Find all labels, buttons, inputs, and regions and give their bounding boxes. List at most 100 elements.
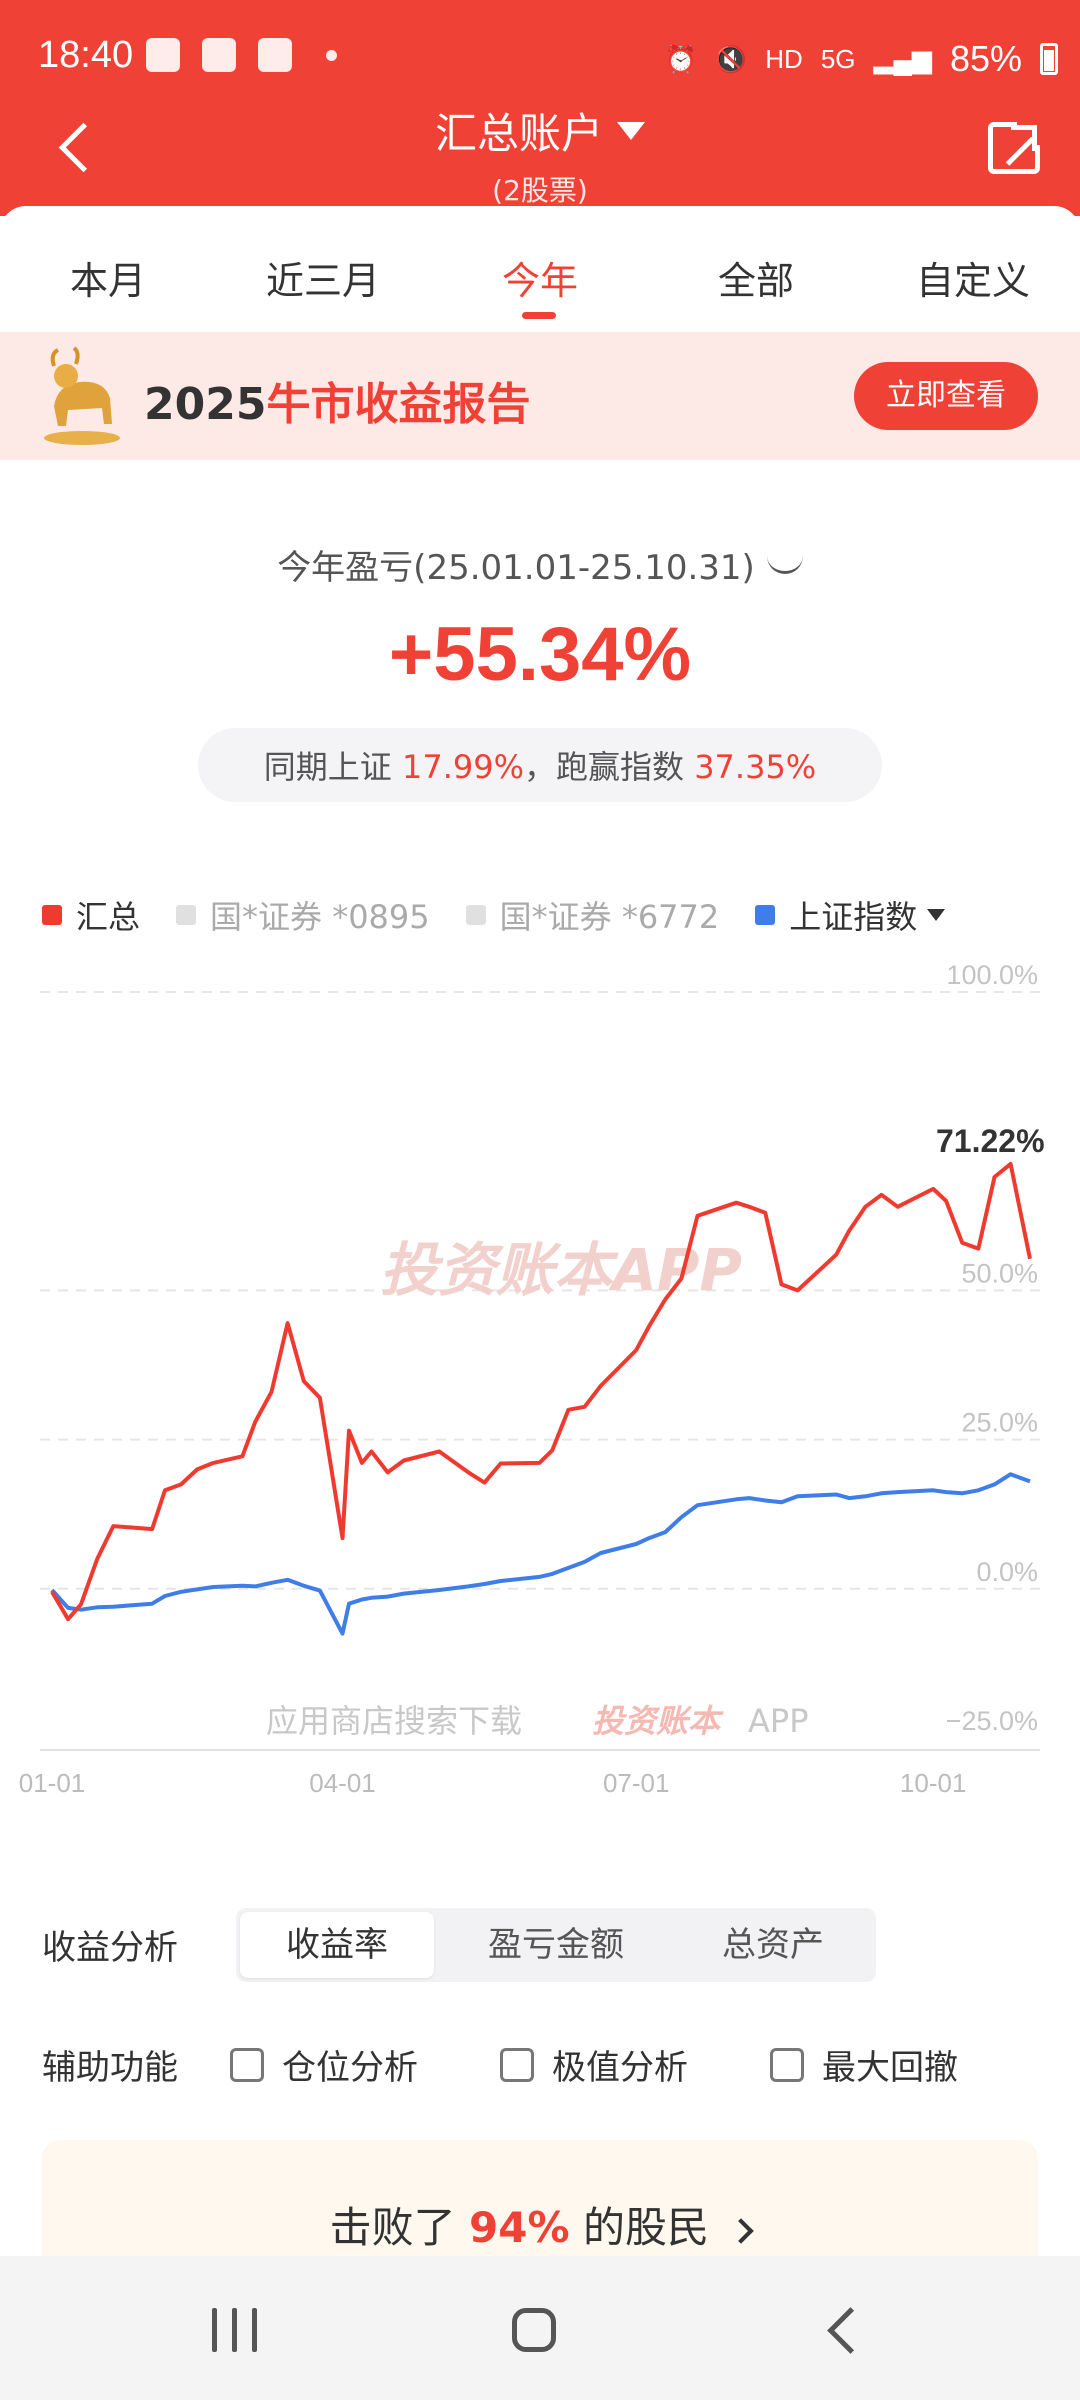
legend-item-total[interactable]: 汇总 bbox=[42, 892, 140, 938]
x-tick-label: 10-01 bbox=[900, 1768, 967, 1798]
page-title: 汇总账户 bbox=[434, 109, 603, 158]
analysis-segmented-control: 收益率 盈亏金额 总资产 bbox=[236, 1908, 876, 1982]
legend-label: 上证指数 bbox=[789, 898, 918, 936]
checkbox-label: 极值分析 bbox=[552, 2048, 688, 2088]
beat-suffix: 的股民 bbox=[582, 2203, 709, 2252]
excess-return: 37.35% bbox=[694, 748, 817, 786]
return-percentage: +55.34% bbox=[388, 612, 692, 697]
alarm-icon: ⏰ bbox=[664, 43, 697, 74]
hide-eye-icon[interactable] bbox=[766, 556, 803, 574]
battery-text: 85% bbox=[949, 38, 1022, 79]
tab-all[interactable]: 全部 bbox=[718, 259, 795, 303]
legend-swatch bbox=[176, 905, 197, 925]
legend-item-account-0895[interactable]: 国*证券 *0895 bbox=[176, 892, 430, 938]
checkbox-extreme-analysis[interactable]: 极值分析 bbox=[500, 2040, 688, 2089]
benchmark-compare: 同期上证 17.99%，跑赢指数 37.35% bbox=[197, 728, 883, 802]
tab-this-year[interactable]: 今年 bbox=[502, 259, 579, 303]
app-notification-icon bbox=[146, 38, 180, 72]
dropdown-triangle-icon bbox=[617, 121, 645, 140]
banner-title: 2025牛市收益报告 bbox=[144, 368, 530, 432]
app-header: 18:40 ⏰ 🔇 HD 5G ▂▄▆ 85% 汇总账户 (2股票) bbox=[0, 0, 1080, 216]
hd-label: HD bbox=[765, 43, 803, 74]
download-watermark-brand: 投资账本 bbox=[592, 1702, 724, 1740]
header-title-group[interactable]: 汇总账户 (2股票) bbox=[0, 100, 1080, 209]
banner-year: 2025 bbox=[144, 379, 267, 430]
beat-percent: 94% bbox=[469, 2203, 570, 2252]
download-watermark-prefix: 应用商店搜索下载 bbox=[266, 1702, 522, 1740]
index-dropdown-icon[interactable] bbox=[927, 909, 946, 921]
recents-bar bbox=[232, 2308, 237, 2352]
back-nav-icon[interactable] bbox=[812, 2306, 872, 2354]
return-chart[interactable]: 投资账本APP 100.0% 50.0% 25.0% 0.0% −25.0% 01-01 0… bbox=[0, 960, 1080, 1820]
legend-label: 汇总 bbox=[76, 898, 141, 936]
status-bar: 18:40 ⏰ 🔇 HD 5G ▂▄▆ 85% bbox=[0, 0, 1080, 122]
legend-item-sse-index[interactable]: 上证指数 bbox=[755, 892, 946, 938]
y-tick-label: 25.0% bbox=[961, 1408, 1038, 1438]
return-chart-svg: 投资账本APP 100.0%50.0%25.0%0.0%−25.0%01-01 0… bbox=[19, 960, 1045, 1798]
compare-mid: ，跑赢指数 bbox=[524, 748, 685, 786]
checkbox-icon bbox=[230, 2047, 264, 2082]
network-label: 5G bbox=[820, 43, 856, 74]
mute-icon: 🔇 bbox=[714, 43, 748, 74]
legend-label: 国*证券 *6772 bbox=[499, 898, 720, 936]
recents-bar bbox=[212, 2308, 217, 2352]
home-icon[interactable] bbox=[512, 2308, 556, 2352]
bull-report-banner[interactable]: 2025牛市收益报告 立即查看 bbox=[0, 332, 1080, 460]
recents-icon[interactable] bbox=[206, 2306, 266, 2354]
checkbox-position-analysis[interactable]: 仓位分析 bbox=[230, 2040, 418, 2089]
period-label-row: 今年盈亏(25.01.01-25.10.31) bbox=[277, 540, 803, 589]
signal-icon: ▂▄▆ bbox=[873, 43, 932, 74]
y-tick-label: 0.0% bbox=[976, 1557, 1038, 1587]
beat-text: 击败了 94% 的股民 bbox=[42, 2194, 1038, 2255]
page-subtitle: (2股票) bbox=[492, 174, 588, 207]
checkbox-icon bbox=[500, 2047, 534, 2082]
period-label: 今年盈亏(25.01.01-25.10.31) bbox=[277, 548, 755, 588]
assist-label: 辅助功能 bbox=[42, 2048, 178, 2088]
checkbox-label: 最大回撤 bbox=[822, 2048, 958, 2088]
peak-label: 71.22% bbox=[936, 1123, 1045, 1159]
legend-item-account-6772[interactable]: 国*证券 *6772 bbox=[465, 892, 720, 938]
account-selector[interactable]: 汇总账户 bbox=[435, 100, 645, 161]
sse-return: 17.99% bbox=[401, 748, 524, 786]
gallery-icon bbox=[258, 38, 292, 72]
checkbox-label: 仓位分析 bbox=[282, 2048, 418, 2088]
legend-swatch bbox=[42, 905, 62, 925]
chart-legend: 汇总 国*证券 *0895 国*证券 *6772 上证指数 bbox=[42, 892, 981, 938]
y-tick-label: 100.0% bbox=[946, 960, 1038, 990]
recents-bar bbox=[252, 2308, 257, 2352]
battery-icon bbox=[1040, 43, 1058, 75]
beat-prefix: 击败了 bbox=[329, 2203, 456, 2252]
view-report-button[interactable]: 立即查看 bbox=[854, 362, 1038, 430]
x-tick-label: 04-01 bbox=[309, 1768, 376, 1798]
tab-this-month[interactable]: 本月 bbox=[70, 259, 147, 303]
analysis-label: 收益分析 bbox=[42, 1928, 178, 1968]
option-return-rate[interactable]: 收益率 bbox=[240, 1912, 434, 1978]
chart-watermark: 投资账本APP bbox=[380, 1236, 742, 1304]
legend-swatch bbox=[755, 905, 776, 925]
share-out-icon bbox=[1011, 125, 1037, 151]
legend-label: 国*证券 *0895 bbox=[210, 898, 430, 936]
golden-bull-icon bbox=[44, 346, 120, 445]
option-pnl-amount[interactable]: 盈亏金额 bbox=[488, 1925, 624, 1965]
x-tick-label: 07-01 bbox=[603, 1768, 670, 1798]
beat-investors-card[interactable]: 击败了 94% 的股民 bbox=[42, 2140, 1038, 2260]
y-tick-label: −25.0% bbox=[946, 1706, 1038, 1736]
telegram-icon bbox=[202, 38, 236, 72]
summary-section: 今年盈亏(25.01.01-25.10.31) +55.34% 同期上证 17.… bbox=[0, 540, 1080, 802]
status-time: 18:40 bbox=[38, 34, 134, 76]
notification-icons bbox=[146, 38, 337, 72]
more-dot-icon bbox=[326, 49, 337, 61]
system-nav-bar bbox=[0, 2256, 1080, 2400]
series-line-sse-index bbox=[50, 1472, 1031, 1636]
tab-custom[interactable]: 自定义 bbox=[916, 259, 1031, 303]
option-total-assets[interactable]: 总资产 bbox=[722, 1925, 824, 1965]
tab-three-months[interactable]: 近三月 bbox=[266, 259, 381, 303]
active-tab-indicator bbox=[522, 312, 556, 319]
share-button[interactable] bbox=[988, 121, 1041, 174]
status-right: ⏰ 🔇 HD 5G ▂▄▆ 85% bbox=[665, 38, 1058, 80]
period-tabs: 本月 近三月 今年 全部 自定义 bbox=[0, 216, 1080, 330]
download-watermark-suffix: APP bbox=[748, 1702, 808, 1740]
compare-prefix: 同期上证 bbox=[263, 748, 392, 786]
y-tick-label: 50.0% bbox=[961, 1258, 1038, 1288]
checkbox-max-drawdown[interactable]: 最大回撤 bbox=[770, 2040, 958, 2089]
